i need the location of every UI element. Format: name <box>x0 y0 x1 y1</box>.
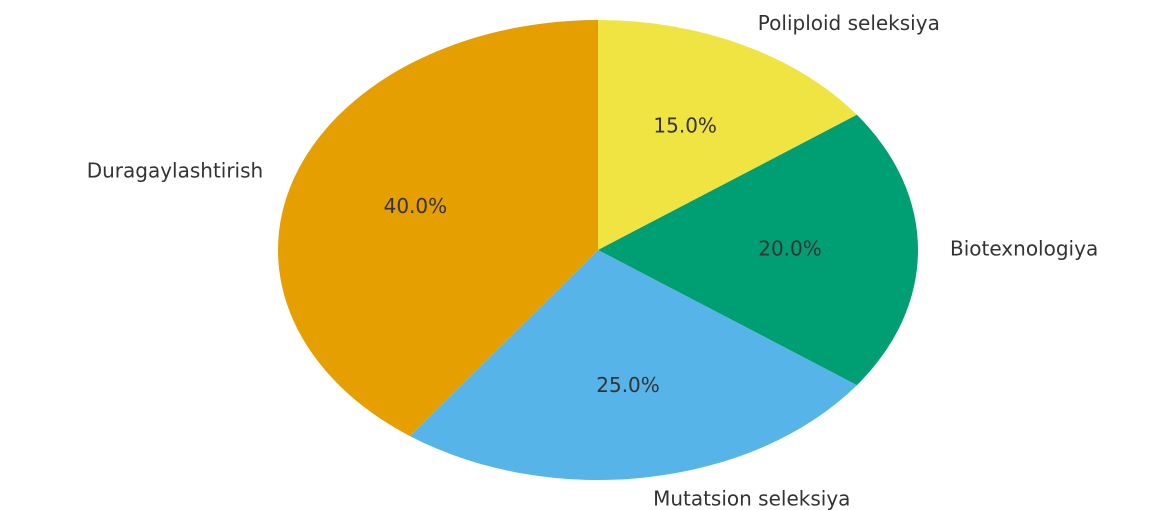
category-label: Poliploid seleksiya <box>758 11 940 35</box>
value-label: 25.0% <box>596 373 660 397</box>
value-label: 15.0% <box>653 114 717 138</box>
category-label: Biotexnologiya <box>950 237 1098 261</box>
category-label: Duragaylashtirish <box>87 158 264 182</box>
pie-slice <box>409 250 857 480</box>
pie-slice <box>598 114 919 386</box>
value-label: 20.0% <box>758 237 822 261</box>
pie-slice <box>278 20 598 437</box>
pie-slice <box>598 20 857 250</box>
category-label: Mutatsion seleksiya <box>653 486 850 510</box>
value-label: 40.0% <box>384 194 448 218</box>
